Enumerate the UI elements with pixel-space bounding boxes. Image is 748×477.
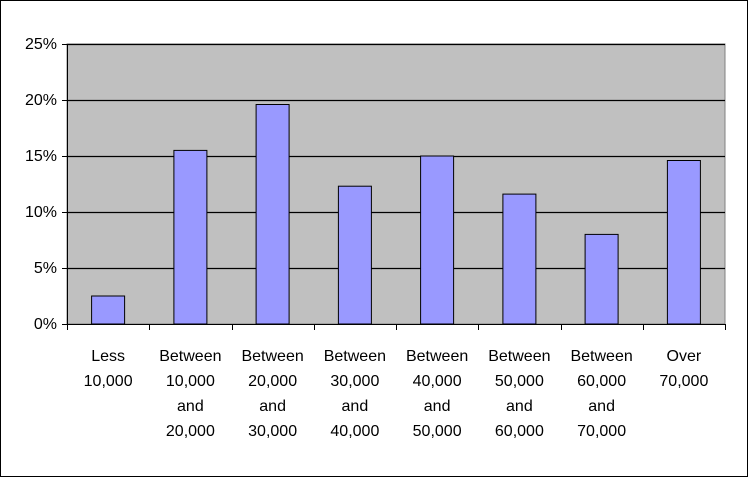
x-tick-label-line: 20,000 [166, 423, 215, 440]
x-tick-label-line: Between [570, 348, 632, 365]
x-tick-label: Between 20,000 and 30,000 [241, 348, 303, 440]
bar [502, 193, 537, 325]
x-tick-label-line: Between [324, 348, 386, 365]
x-tick-label-line: 30,000 [330, 373, 379, 390]
bar [584, 233, 619, 325]
x-tick-label: Between 10,000 and 20,000 [159, 348, 221, 440]
x-tick-label-line: Less [91, 348, 125, 365]
x-tick-label-line: Over [667, 348, 702, 365]
x-tick-label-line: and [259, 398, 286, 415]
x-tick-label: Between 60,000 and 70,000 [570, 348, 632, 440]
y-tick-label: 15% [25, 148, 57, 165]
x-tick-label-line: and [342, 398, 369, 415]
x-tick-label-line: and [424, 398, 451, 415]
bar [255, 104, 290, 325]
y-tick-label: 0% [34, 316, 57, 333]
axes [62, 44, 726, 330]
y-tick-label: 25% [25, 36, 57, 53]
x-tick-label-line: and [588, 398, 615, 415]
x-tick-label-line: and [506, 398, 533, 415]
y-tick-label: 10% [25, 204, 57, 221]
bar [337, 185, 372, 325]
x-tick-label: Less 10,000 [84, 348, 133, 390]
y-tick-label: 5% [34, 260, 57, 277]
y-tick-labels: 0% 5% 10% 15% 20% 25% [25, 36, 57, 333]
x-tick-label: Between 40,000 and 50,000 [406, 348, 468, 440]
bar [173, 149, 208, 325]
x-tick-label: Over 70,000 [659, 348, 708, 390]
x-tick-label: Between 50,000 and 60,000 [488, 348, 550, 440]
x-tick-label-line: and [177, 398, 204, 415]
x-tick-label-line: 50,000 [495, 373, 544, 390]
x-tick-label-line: Between [159, 348, 221, 365]
x-tick-label-line: 20,000 [248, 373, 297, 390]
x-tick-label-line: 60,000 [495, 423, 544, 440]
x-tick-label: Between 30,000 and 40,000 [324, 348, 386, 440]
x-tick-label-line: 30,000 [248, 423, 297, 440]
bar [420, 155, 455, 325]
x-tick-label-line: 10,000 [84, 373, 133, 390]
bar [666, 160, 701, 325]
plot-area [66, 43, 726, 325]
y-tick-label: 20% [25, 92, 57, 109]
x-tick-label-line: 70,000 [577, 423, 626, 440]
x-tick-label-line: 60,000 [577, 373, 626, 390]
x-tick-label-line: Between [406, 348, 468, 365]
bars [91, 104, 701, 325]
x-tick-label-line: 10,000 [166, 373, 215, 390]
x-tick-label-line: Between [241, 348, 303, 365]
x-tick-label-line: 40,000 [330, 423, 379, 440]
x-tick-label-line: Between [488, 348, 550, 365]
x-tick-label-line: 50,000 [413, 423, 462, 440]
bar [91, 295, 126, 325]
x-tick-label-line: 70,000 [659, 373, 708, 390]
x-tick-labels: Less 10,000 Between 10,000 and 20,000 Between 2… [84, 348, 709, 440]
x-tick-label-line: 40,000 [413, 373, 462, 390]
